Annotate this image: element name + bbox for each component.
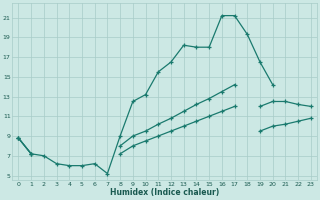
- X-axis label: Humidex (Indice chaleur): Humidex (Indice chaleur): [110, 188, 219, 197]
